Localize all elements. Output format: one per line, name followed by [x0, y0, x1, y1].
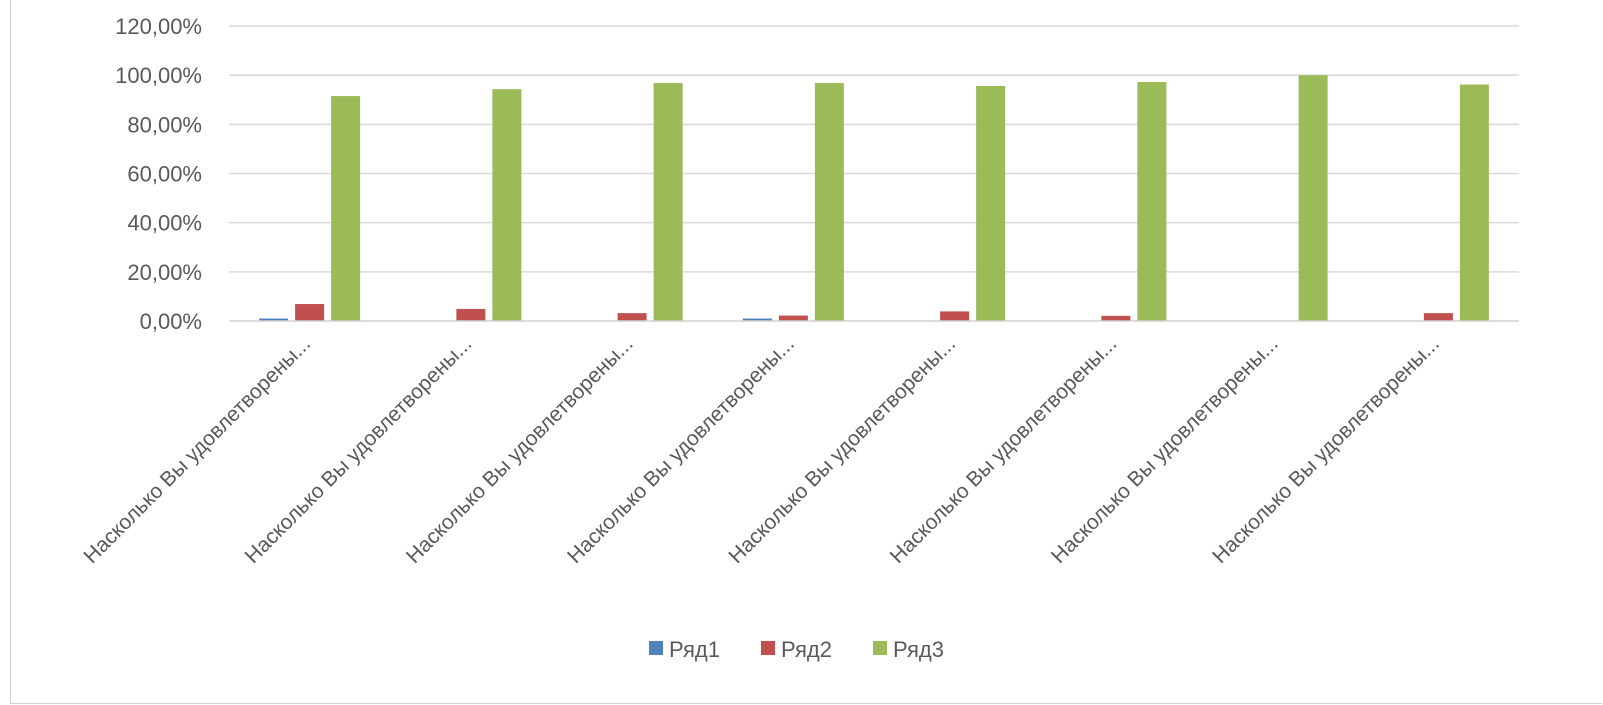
legend-swatch-Ряд2 [761, 641, 775, 655]
bar-Ряд3-3 [653, 83, 683, 322]
bars [259, 75, 1489, 322]
y-tick-label: 100,00% [115, 63, 202, 88]
legend-label: Ряд3 [893, 637, 944, 662]
bar-Ряд2-4 [778, 315, 808, 321]
bar-Ряд2-6 [1101, 315, 1131, 321]
bar-Ряд2-8 [1423, 313, 1453, 321]
legend-label: Ряд2 [781, 637, 832, 662]
legend-swatch-Ряд1 [649, 641, 663, 655]
legend: Ряд1 Ряд2 Ряд3 [649, 637, 944, 662]
bar-Ряд3-8 [1459, 84, 1489, 321]
bar-Ряд3-6 [1137, 82, 1167, 321]
bar-Ряд1-4 [742, 318, 772, 321]
legend-swatch-Ряд3 [873, 641, 887, 655]
bar-Ряд3-1 [331, 96, 361, 321]
legend-label: Ряд1 [669, 637, 720, 662]
bar-Ряд2-2 [456, 308, 486, 321]
bar-Ряд3-2 [492, 89, 522, 321]
y-axis-tick-labels: 0,00% 20,00% 40,00% 60,00% 80,00% 100,00% 120,… [115, 14, 202, 334]
y-tick-label: 40,00% [127, 211, 202, 236]
bar-Ряд3-7 [1298, 75, 1328, 322]
bar-Ряд2-3 [617, 313, 647, 321]
bar-Ряд3-4 [814, 83, 844, 322]
x-axis-category-labels: Насколько Вы удовлетворены...Насколько В… [79, 332, 1444, 568]
bar-Ряд3-5 [976, 85, 1006, 321]
y-tick-label: 20,00% [127, 260, 202, 285]
bar-Ряд2-5 [940, 311, 970, 321]
y-tick-label: 0,00% [140, 309, 202, 334]
chart-area: 0,00% 20,00% 40,00% 60,00% 80,00% 100,00% 120,… [10, 0, 1602, 704]
y-tick-label: 120,00% [115, 14, 202, 39]
bar-Ряд2-1 [295, 304, 325, 321]
y-tick-label: 80,00% [127, 112, 202, 137]
y-tick-label: 60,00% [127, 162, 202, 187]
bar-Ряд1-1 [259, 318, 289, 321]
bar-chart: 0,00% 20,00% 40,00% 60,00% 80,00% 100,00% 120,… [79, 14, 1519, 662]
